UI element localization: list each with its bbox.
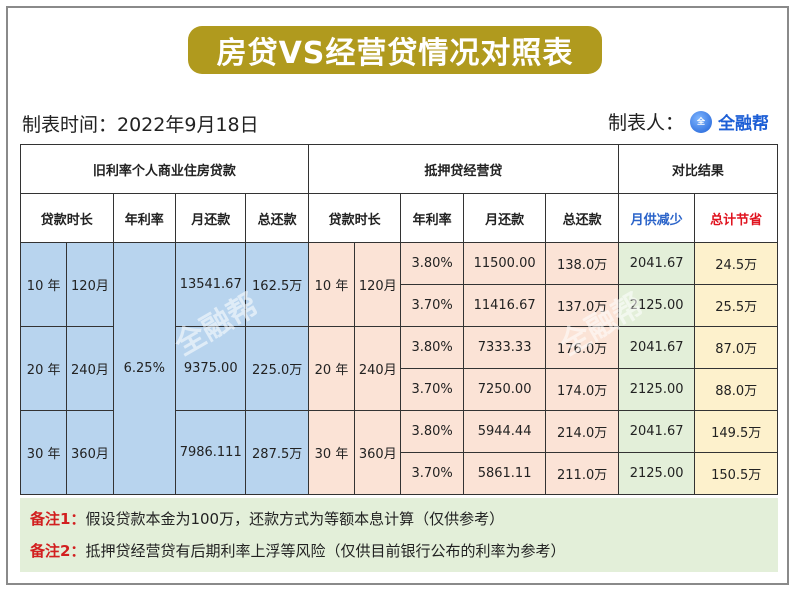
note-text: 抵押贷经营贷有后期利率上浮等风险（仅供目前银行公布的利率为参考） [85, 542, 566, 560]
note-text: 假设贷款本金为100万，还款方式为等额本息计算（仅供参考） [85, 510, 505, 528]
total-saved-value: 149.5万 [694, 410, 778, 453]
header-housing-monthly: 月还款 [174, 193, 247, 243]
business-months: 360月 [354, 410, 402, 495]
logo-icon: 全 [690, 110, 712, 133]
business-total: 137.0万 [545, 284, 619, 327]
total-saved-value: 24.5万 [694, 242, 778, 285]
notes-panel: 备注1：假设贷款本金为100万，还款方式为等额本息计算（仅供参考） 备注2：抵押… [20, 498, 778, 572]
housing-years: 30 年 [19, 410, 68, 495]
header-business-group: 抵押贷经营贷 [307, 144, 619, 194]
header-business-total: 总还款 [545, 193, 619, 243]
business-monthly: 5944.44 [462, 410, 547, 453]
housing-monthly: 7986.111 [174, 410, 247, 495]
business-monthly: 7333.33 [462, 326, 547, 369]
business-total: 211.0万 [545, 452, 619, 495]
table-date: 制表时间：2022年9月18日 [22, 114, 259, 136]
header-business-rate: 年利率 [400, 193, 464, 243]
header-housing-term: 贷款时长 [20, 193, 114, 243]
housing-monthly: 13541.67 [174, 242, 247, 327]
author-label: 制表人： [607, 112, 684, 134]
business-total: 174.0万 [545, 368, 619, 411]
header-business-monthly: 月还款 [462, 193, 547, 243]
housing-months: 120月 [66, 242, 114, 327]
logo-text: 全融帮 [718, 114, 769, 134]
business-years: 30 年 [307, 410, 356, 495]
business-rate: 3.80% [400, 326, 464, 369]
business-total: 138.0万 [545, 242, 619, 285]
monthly-less-value: 2041.67 [617, 410, 696, 453]
business-monthly: 11500.00 [462, 242, 547, 285]
total-saved-value: 25.5万 [694, 284, 778, 327]
housing-months: 240月 [66, 326, 114, 411]
housing-total: 162.5万 [245, 242, 309, 327]
page-title: 房贷VS经营贷情况对照表 [188, 26, 602, 74]
header-business-term: 贷款时长 [307, 193, 402, 243]
total-saved-value: 88.0万 [694, 368, 778, 411]
comparison-table: 旧利率个人商业住房贷款 抵押贷经营贷 对比结果 贷款时长 年利率 月还款 总还款… [19, 144, 779, 495]
header-monthly-less: 月供减少 [617, 193, 696, 243]
housing-years: 20 年 [19, 326, 68, 411]
business-total: 214.0万 [545, 410, 619, 453]
business-years: 10 年 [307, 242, 356, 327]
business-rate: 3.70% [400, 284, 464, 327]
total-saved-value: 150.5万 [694, 452, 778, 495]
business-rate: 3.80% [400, 242, 464, 285]
header-housing-total: 总还款 [245, 193, 309, 243]
housing-months: 360月 [66, 410, 114, 495]
monthly-less-value: 2125.00 [617, 368, 696, 411]
business-rate: 3.70% [400, 368, 464, 411]
business-months: 120月 [354, 242, 402, 327]
monthly-less-value: 2125.00 [617, 284, 696, 327]
header-housing-rate: 年利率 [112, 193, 176, 243]
total-saved-value: 87.0万 [694, 326, 778, 369]
note-label: 备注2： [30, 542, 86, 560]
business-monthly: 5861.11 [462, 452, 547, 495]
housing-total: 287.5万 [245, 410, 309, 495]
monthly-less-value: 2041.67 [617, 326, 696, 369]
business-total: 176.0万 [545, 326, 619, 369]
header-result-group: 对比结果 [617, 144, 779, 194]
business-years: 20 年 [307, 326, 356, 411]
housing-years: 10 年 [19, 242, 68, 327]
table-author: 制表人： 全 全融帮 [608, 108, 769, 135]
business-rate: 3.80% [400, 410, 464, 453]
note-2: 备注2：抵押贷经营贷有后期利率上浮等风险（仅供目前银行公布的利率为参考） [30, 540, 565, 561]
note-label: 备注1： [30, 510, 86, 528]
business-months: 240月 [354, 326, 402, 411]
header-total-saved: 总计节省 [694, 193, 778, 243]
housing-total: 225.0万 [245, 326, 309, 411]
business-rate: 3.70% [400, 452, 464, 495]
housing-monthly: 9375.00 [174, 326, 247, 411]
business-monthly: 7250.00 [462, 368, 547, 411]
note-1: 备注1：假设贷款本金为100万，还款方式为等额本息计算（仅供参考） [30, 508, 504, 529]
monthly-less-value: 2041.67 [617, 242, 696, 285]
monthly-less-value: 2125.00 [617, 452, 696, 495]
business-monthly: 11416.67 [462, 284, 547, 327]
housing-rate: 6.25% [112, 242, 176, 495]
header-housing-group: 旧利率个人商业住房贷款 [20, 144, 309, 194]
